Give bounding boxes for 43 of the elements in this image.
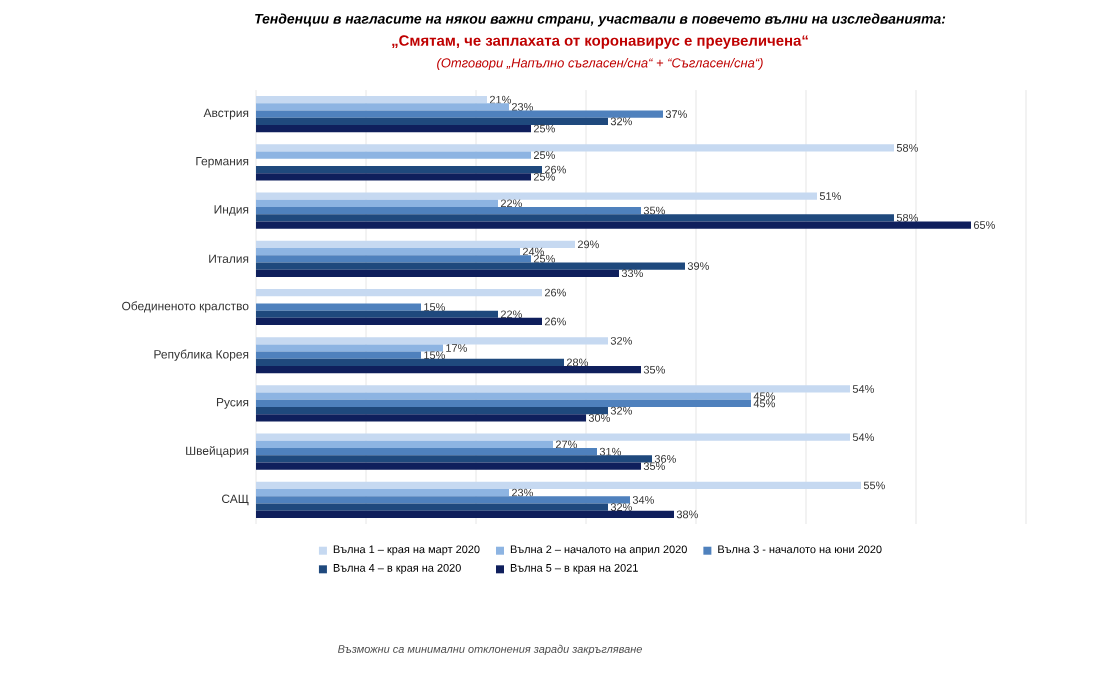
bar (256, 337, 608, 345)
bar (256, 317, 542, 326)
bar (256, 199, 498, 207)
bar (256, 496, 630, 504)
bar (256, 448, 597, 456)
bar (256, 310, 498, 318)
bar (256, 269, 619, 277)
bar (256, 366, 641, 374)
bar (256, 117, 608, 125)
bar (256, 462, 641, 470)
bar (256, 385, 850, 393)
bar (256, 96, 487, 104)
bar (256, 206, 641, 215)
bar (256, 414, 586, 422)
bar (256, 407, 608, 415)
bar (256, 247, 520, 256)
bar (256, 124, 531, 133)
bar (256, 503, 608, 511)
bar (256, 358, 564, 367)
bar (256, 440, 553, 449)
bar (256, 433, 850, 441)
bar (256, 192, 817, 200)
bar (256, 214, 894, 222)
bar (256, 303, 421, 311)
bar (256, 481, 861, 490)
bar (256, 221, 971, 229)
bar (256, 255, 531, 263)
bar (256, 288, 542, 297)
bar (256, 151, 531, 159)
bar (256, 173, 531, 181)
bar (256, 165, 542, 174)
bar (256, 103, 509, 111)
bar (256, 392, 751, 400)
bar (256, 351, 421, 359)
bar (256, 510, 674, 518)
bar (256, 144, 894, 152)
bar (256, 399, 751, 408)
bar (256, 344, 443, 352)
bar (256, 240, 575, 248)
bar (256, 455, 652, 463)
bar (256, 110, 663, 118)
bar (256, 262, 685, 270)
bar (256, 489, 509, 497)
